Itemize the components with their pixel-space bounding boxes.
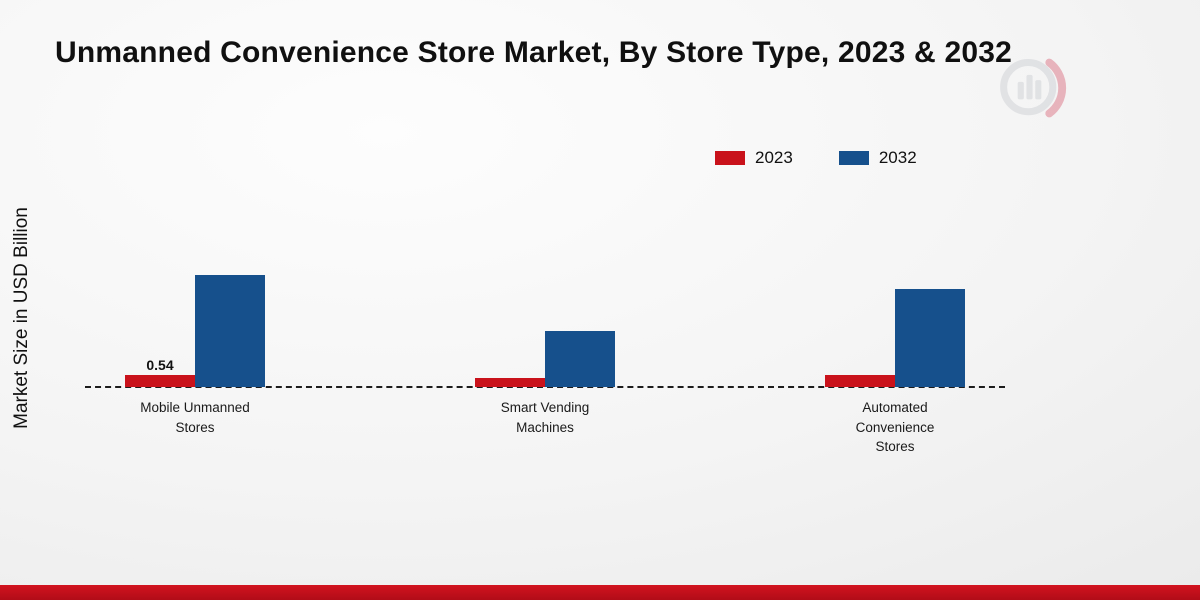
chart-title: Unmanned Convenience Store Market, By St… bbox=[55, 36, 1012, 69]
bar-group: 0.54 Mobile Unmanned Stores bbox=[125, 152, 265, 435]
logo-ring bbox=[1000, 59, 1057, 116]
bar-2032 bbox=[545, 331, 615, 387]
plot-area: 0.54 Mobile Unmanned Stores Smart Vending … bbox=[85, 152, 1005, 454]
bar-value-label: 0.54 bbox=[146, 357, 174, 373]
category-label: Automated Convenience Stores bbox=[855, 400, 935, 455]
bar-2032 bbox=[895, 289, 965, 387]
y-axis-label: Market Size in USD Billion bbox=[11, 207, 32, 429]
legend-item-2032: 2032 bbox=[838, 148, 917, 168]
brand-logo-watermark bbox=[1000, 58, 1067, 118]
category-label: Mobile Unmanned Stores bbox=[140, 400, 250, 435]
logo-bar-3 bbox=[1035, 80, 1042, 100]
bar-2023 bbox=[825, 375, 895, 387]
logo-bar-1 bbox=[1017, 81, 1024, 100]
bar-group: Automated Convenience Stores bbox=[825, 152, 965, 454]
bar-2032 bbox=[195, 275, 265, 387]
logo-bar-2 bbox=[1026, 74, 1033, 100]
category-label: Smart Vending Machines bbox=[500, 400, 590, 435]
legend-item-2023: 2023 bbox=[715, 148, 793, 168]
bar-2023 bbox=[475, 378, 545, 387]
bar-2023 bbox=[125, 375, 195, 387]
legend-swatch-2032 bbox=[838, 151, 869, 165]
legend-label-2023: 2023 bbox=[755, 148, 793, 167]
legend: 2023 2032 bbox=[715, 148, 917, 168]
legend-swatch-2023 bbox=[715, 151, 745, 165]
x-axis-baseline bbox=[85, 386, 1005, 388]
legend-label-2032: 2032 bbox=[878, 148, 917, 167]
footer-accent-bar bbox=[0, 585, 1200, 600]
bar-group: Smart Vending Machines bbox=[475, 152, 615, 435]
logo-swoosh bbox=[1045, 58, 1067, 118]
